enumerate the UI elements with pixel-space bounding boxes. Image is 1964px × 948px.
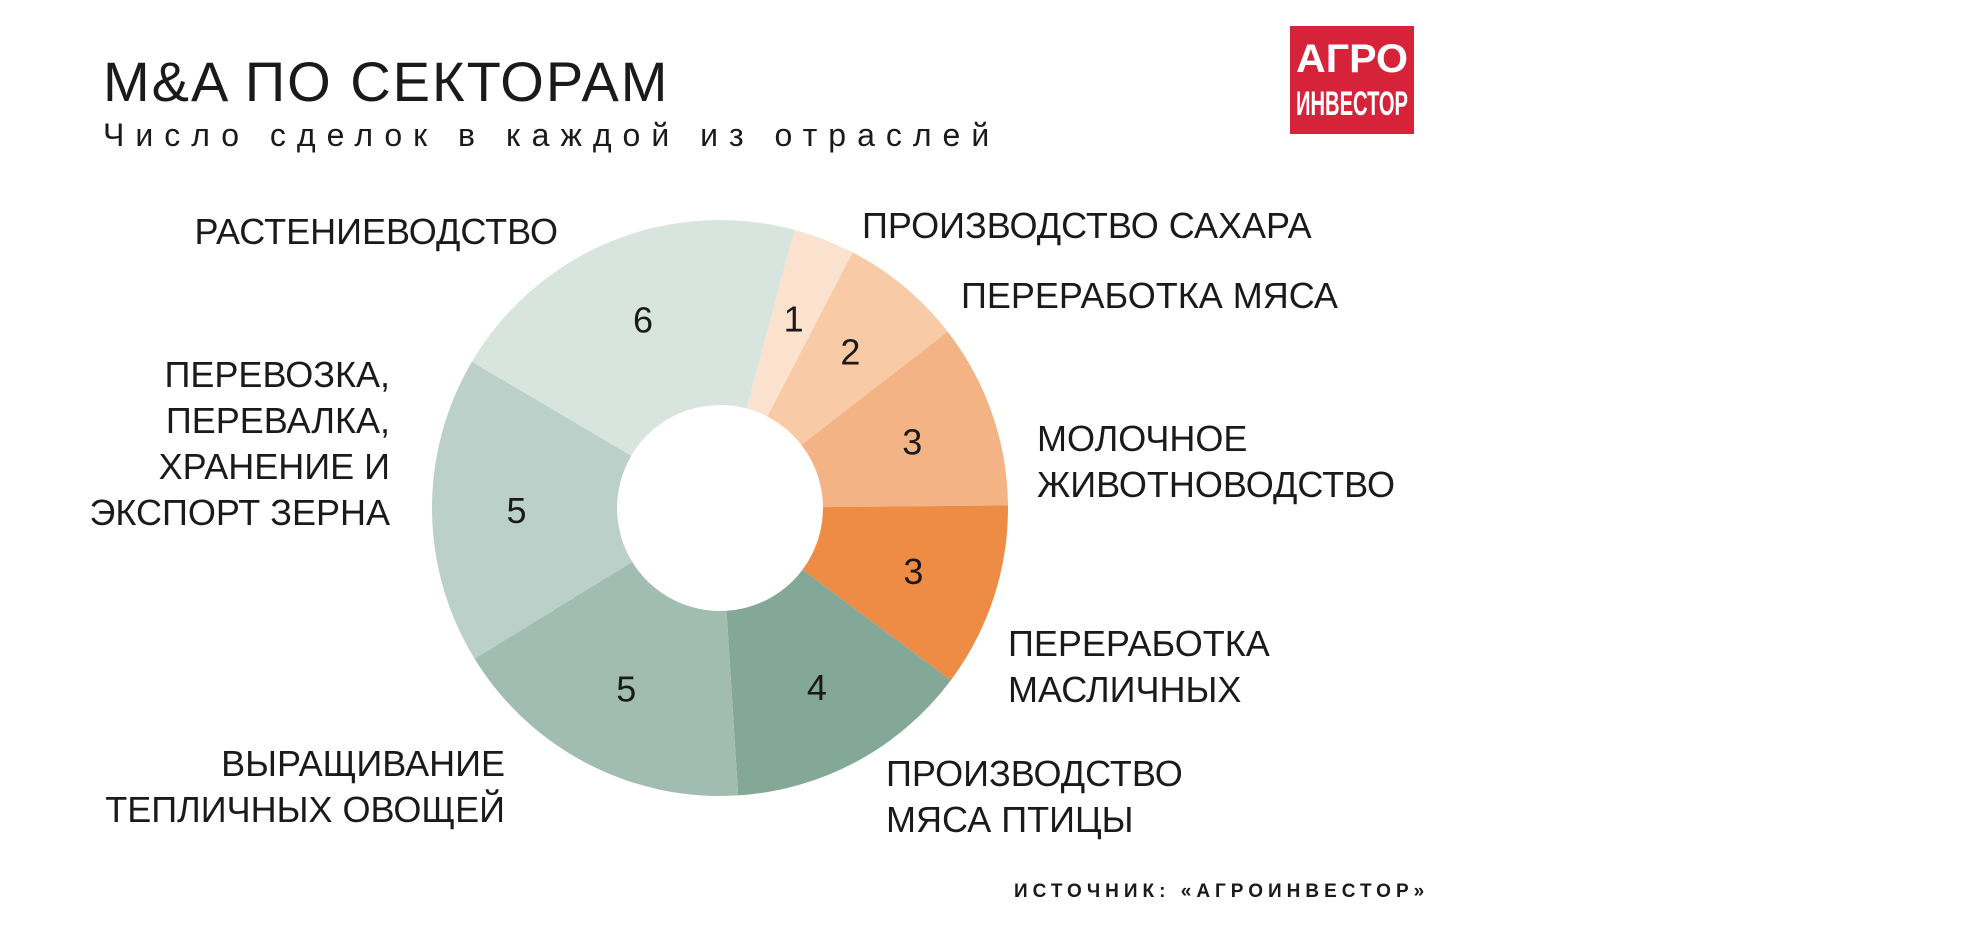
slice-перевозка-перевалка-хранение-и-экспорт-зерна — [432, 361, 633, 659]
value-labels: 12 3 3 4 5 5 6 — [506, 298, 923, 709]
slice-переработка-масличных — [802, 505, 1009, 681]
category-label-производство-мяса-птицы: ПРОИЗВОДСТВО МЯСА ПТИЦЫ — [886, 753, 1183, 840]
category-label-перевозка-перевалка-хранение-и-экспорт-зерна: ПЕРЕВОЗКА, ПЕРЕВАЛКА, ХРАНЕНИЕ И ЭКСПОРТ ЗЕ… — [90, 354, 390, 533]
value-label-производство-сахара: 1 — [784, 298, 804, 339]
slice-производство-мяса-птицы — [726, 569, 951, 796]
category-label-line: МОЛОЧНОЕ — [1037, 418, 1247, 459]
category-label-растениеводство: РАСТЕНИЕВОДСТВО — [194, 211, 558, 252]
category-label-line: ХРАНЕНИЕ И — [159, 446, 390, 487]
category-label-выращивание-тепличных-овощей: ВЫРАЩИВАНИЕ ТЕПЛИЧНЫХ ОВОЩЕЙ — [105, 743, 505, 830]
category-label-line: МАСЛИЧНЫХ — [1008, 669, 1241, 710]
category-label-молочное-животноводство: МОЛОЧНОЕ ЖИВОТНОВОДСТВО — [1037, 418, 1395, 505]
value-label-растениеводство: 6 — [633, 300, 653, 341]
chart-subtitle: Число сделок в каждой из отраслей — [103, 117, 1000, 153]
donut-slices — [432, 220, 1009, 796]
category-label-line: ПЕРЕРАБОТКА МЯСА — [961, 275, 1338, 316]
value-label-переработка-мяса: 2 — [840, 332, 860, 373]
category-label-переработка-масличных: ПЕРЕРАБОТКА МАСЛИЧНЫХ — [1008, 623, 1270, 710]
category-label-line: ПЕРЕВОЗКА, — [165, 354, 390, 395]
category-label-line: ЖИВОТНОВОДСТВО — [1037, 464, 1395, 505]
value-label-переработка-масличных: 3 — [903, 551, 923, 592]
category-label-line: ВЫРАЩИВАНИЕ — [221, 743, 505, 784]
category-label-line: РАСТЕНИЕВОДСТВО — [194, 211, 558, 252]
slice-выращивание-тепличных-овощей — [474, 561, 739, 796]
slice-переработка-мяса — [767, 252, 948, 445]
logo-background — [1290, 26, 1414, 134]
chart-title: M&A ПО СЕКТОРАМ — [103, 50, 669, 113]
category-label-line: ПЕРЕРАБОТКА — [1008, 623, 1270, 664]
logo-text-agro: АГРО — [1296, 37, 1408, 81]
category-label-line: ПРОИЗВОДСТВО САХАРА — [862, 205, 1312, 246]
value-label-перевозка-перевалка-хранение-и-экспорт-зерна: 5 — [506, 490, 526, 531]
value-label-производство-мяса-птицы: 4 — [807, 667, 827, 708]
category-label-line: ПРОИЗВОДСТВО — [886, 753, 1183, 794]
agroinvestor-logo: АГРО ИНВЕСТОР — [1290, 26, 1414, 134]
slice-молочное-животноводство — [801, 331, 1008, 508]
category-labels: ПРОИЗВОДСТВО САХАРА ПЕРЕРАБОТКА МЯСА МОЛОЧ… — [90, 205, 1395, 840]
category-label-line: ПЕРЕВАЛКА, — [166, 400, 390, 441]
logo-text-investor: ИНВЕСТОР — [1296, 85, 1408, 123]
category-label-line: МЯСА ПТИЦЫ — [886, 799, 1133, 840]
category-label-производство-сахара: ПРОИЗВОДСТВО САХАРА — [862, 205, 1312, 246]
category-label-line: ЭКСПОРТ ЗЕРНА — [90, 492, 390, 533]
value-label-выращивание-тепличных-овощей: 5 — [616, 669, 636, 710]
category-label-line: ТЕПЛИЧНЫХ ОВОЩЕЙ — [105, 788, 505, 830]
source-note: ИСТОЧНИК: «АГРОИНВЕСТОР» — [1014, 881, 1429, 902]
category-label-переработка-мяса: ПЕРЕРАБОТКА МЯСА — [961, 275, 1338, 316]
slice-растениеводство — [471, 220, 795, 456]
slice-производство-сахара — [746, 229, 853, 417]
value-label-молочное-животноводство: 3 — [902, 421, 922, 462]
